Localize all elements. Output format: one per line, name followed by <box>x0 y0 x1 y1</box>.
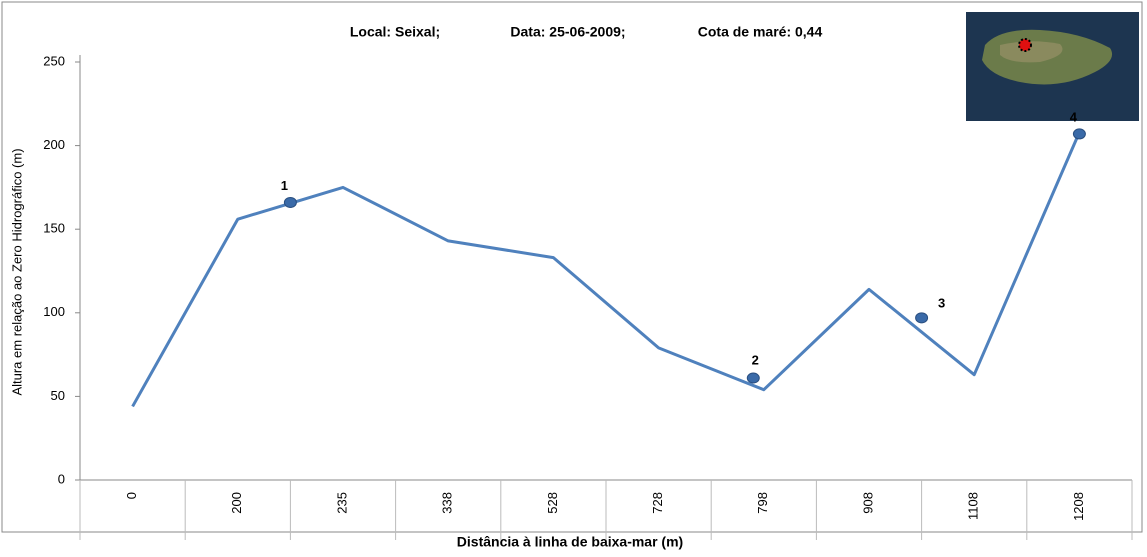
y-tick-label: 150 <box>43 221 65 236</box>
x-tick-label: 338 <box>440 492 455 514</box>
x-tick-label: 200 <box>229 492 244 514</box>
map-inset <box>966 12 1139 121</box>
x-tick-label: 0 <box>124 492 139 499</box>
y-tick-label: 200 <box>43 137 65 152</box>
point-marker <box>915 312 929 324</box>
title-tide: Cota de maré: 0,44 <box>698 24 823 40</box>
point-marker <box>1072 128 1086 140</box>
x-tick-label: 798 <box>755 492 770 514</box>
x-tick-label: 1208 <box>1071 492 1086 521</box>
point-label: 4 <box>1070 109 1078 124</box>
chart-border <box>1 1 1143 533</box>
point-label: 3 <box>938 295 945 310</box>
y-axis-title: Altura em relação ao Zero Hidrográfico (… <box>9 148 24 395</box>
x-tick-label: 1108 <box>966 492 981 520</box>
title-date: Data: 25-06-2009; <box>510 24 625 40</box>
x-tick-label: 235 <box>334 492 349 514</box>
point-label: 1 <box>281 178 288 193</box>
title-location: Local: Seixal; <box>350 24 440 40</box>
point-marker <box>746 372 760 384</box>
point-label: 2 <box>752 352 759 367</box>
x-tick-label: 528 <box>545 492 560 514</box>
x-tick-label: 908 <box>860 492 875 514</box>
y-tick-label: 250 <box>43 53 65 68</box>
y-tick-label: 100 <box>43 304 65 319</box>
y-tick-label: 50 <box>51 388 65 403</box>
point-marker <box>283 196 297 208</box>
y-tick-label: 0 <box>58 471 65 486</box>
x-tick-label: 728 <box>650 492 665 514</box>
x-axis-title: Distância à linha de baixa-mar (m) <box>457 534 683 550</box>
